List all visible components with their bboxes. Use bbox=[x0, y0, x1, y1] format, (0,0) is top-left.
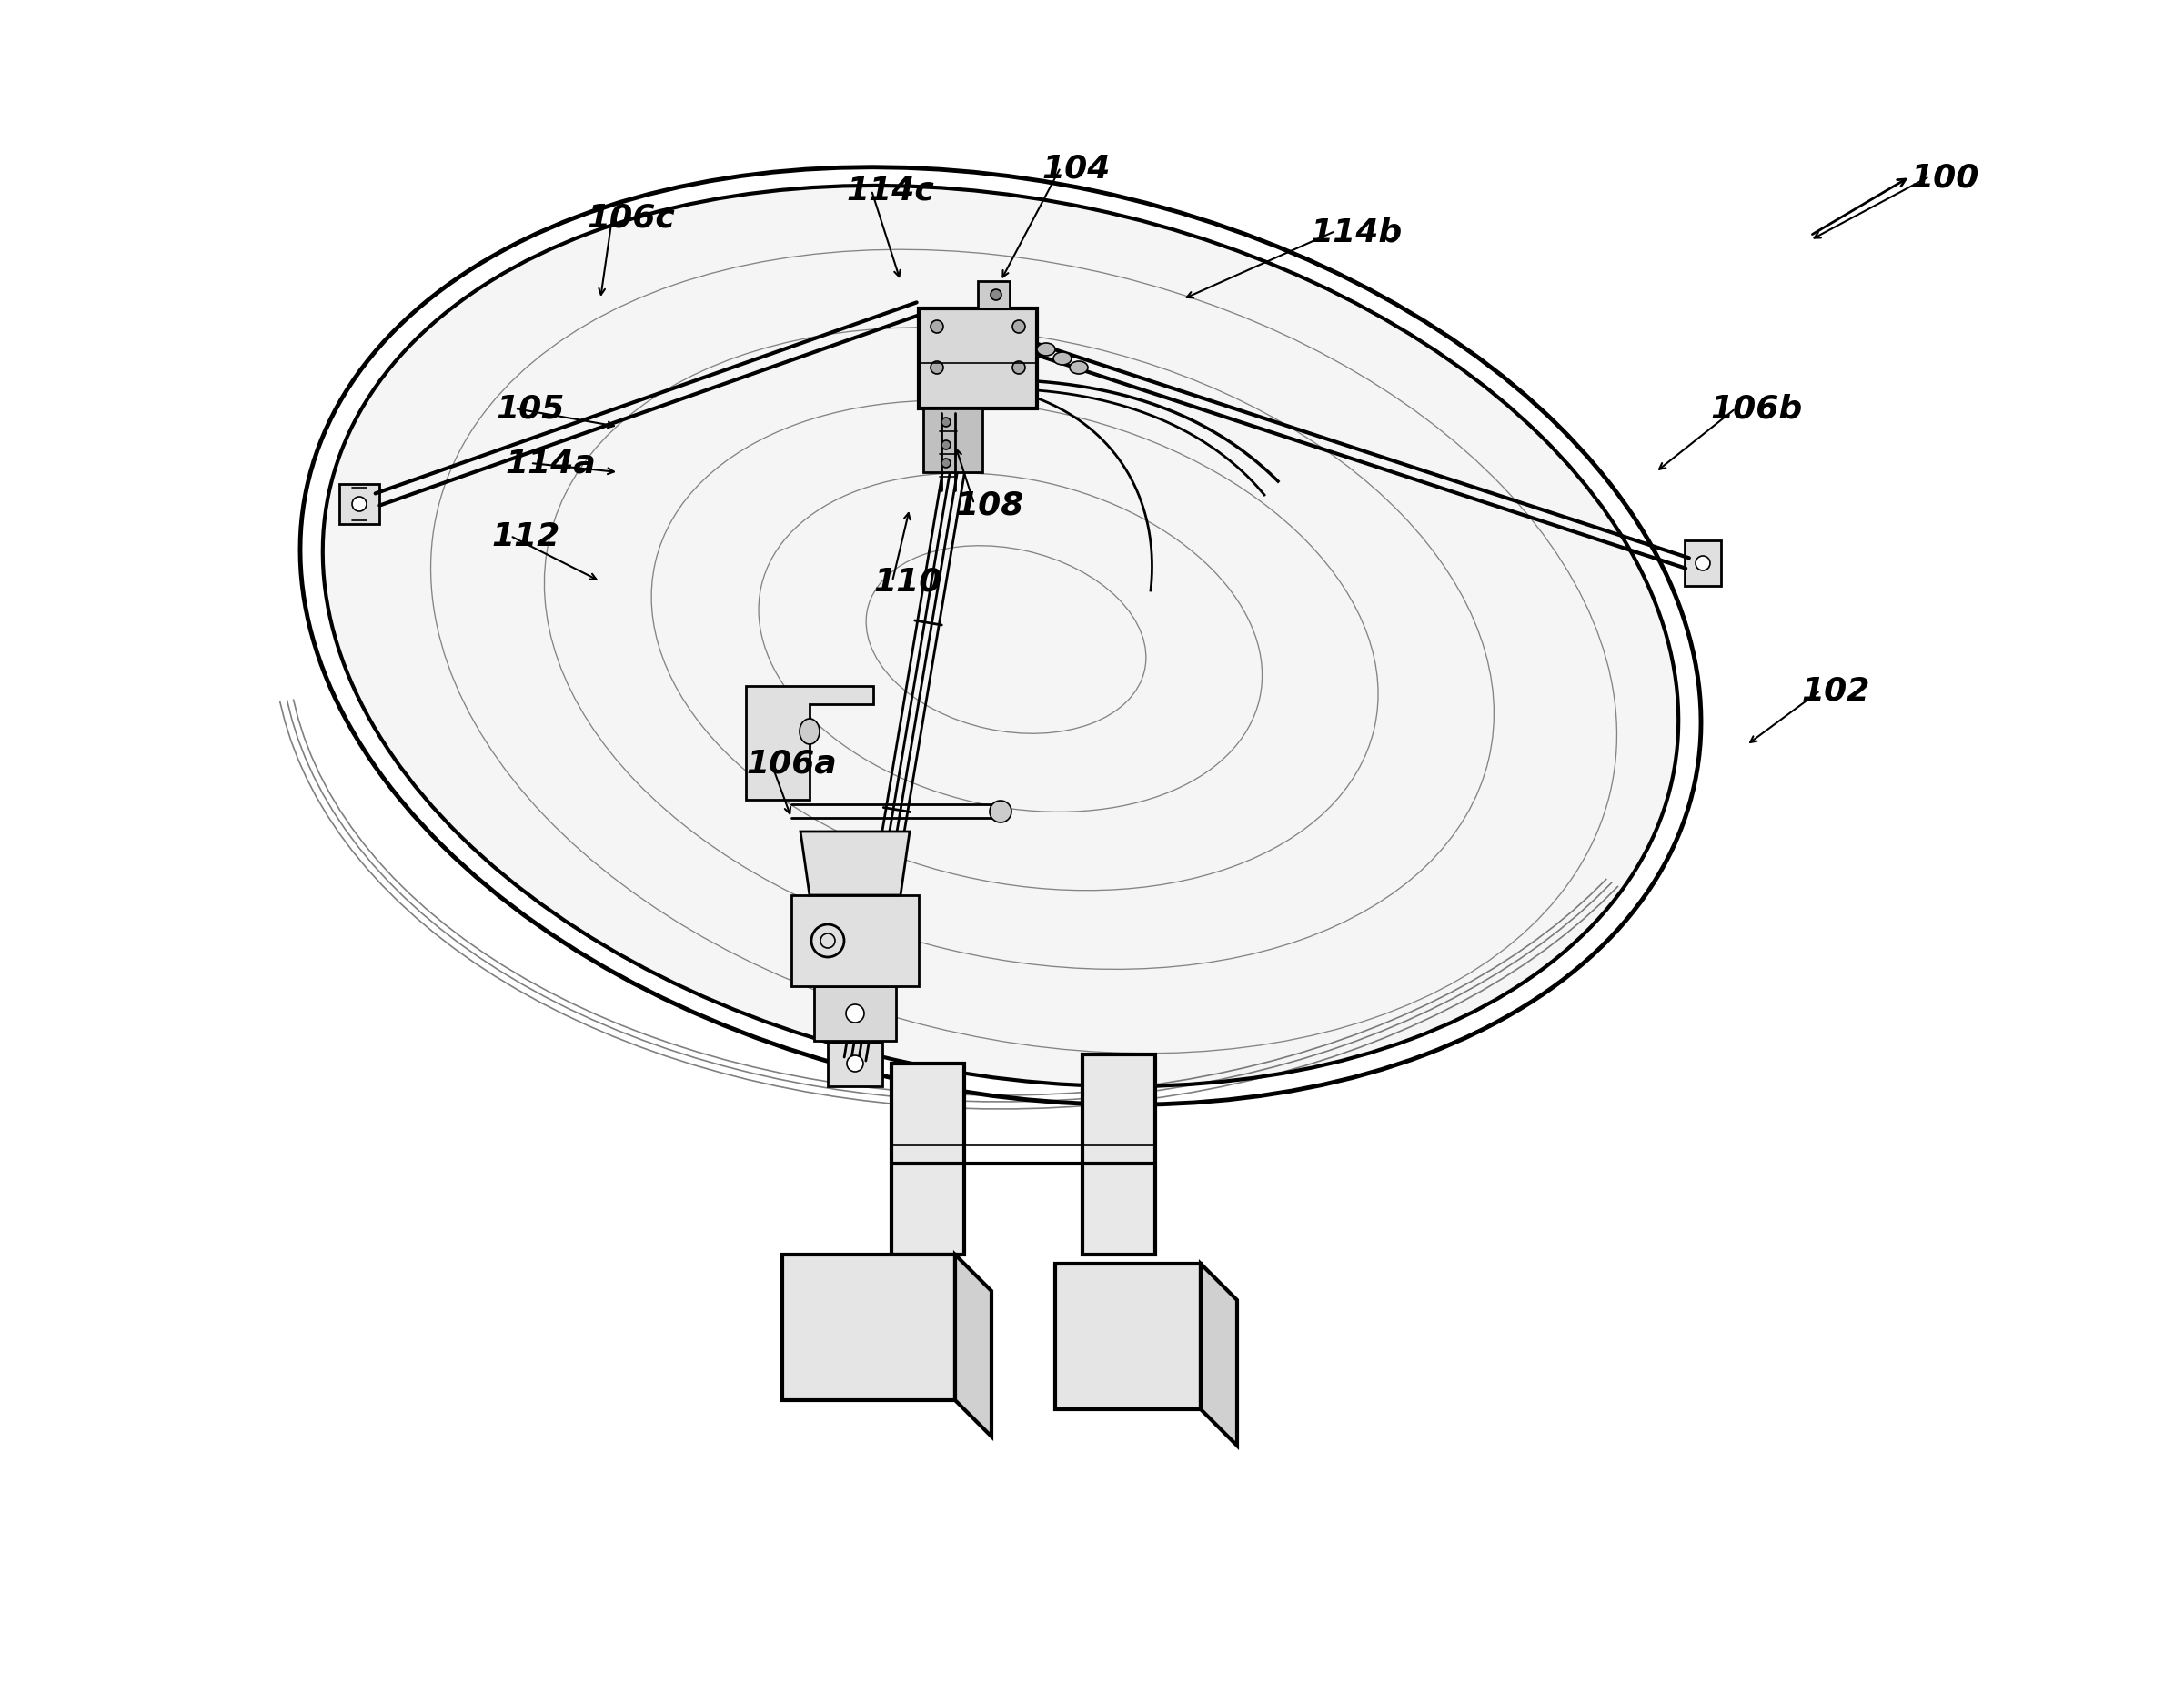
Circle shape bbox=[992, 290, 1002, 302]
Polygon shape bbox=[919, 308, 1037, 409]
Polygon shape bbox=[802, 832, 909, 896]
Polygon shape bbox=[339, 484, 380, 525]
Text: 106a: 106a bbox=[747, 748, 836, 779]
Circle shape bbox=[930, 361, 943, 375]
Circle shape bbox=[1013, 320, 1024, 334]
Polygon shape bbox=[791, 896, 919, 987]
Text: 112: 112 bbox=[491, 521, 559, 552]
Text: 106b: 106b bbox=[1710, 394, 1802, 424]
Text: 114c: 114c bbox=[845, 176, 935, 206]
Text: 105: 105 bbox=[496, 394, 563, 424]
Polygon shape bbox=[1055, 1264, 1201, 1409]
Polygon shape bbox=[1083, 1055, 1155, 1254]
Circle shape bbox=[1695, 557, 1710, 571]
Text: 114a: 114a bbox=[505, 448, 596, 479]
Text: 110: 110 bbox=[874, 566, 941, 598]
Polygon shape bbox=[815, 987, 895, 1041]
Polygon shape bbox=[1201, 1264, 1236, 1445]
Text: 104: 104 bbox=[1042, 153, 1109, 184]
Polygon shape bbox=[782, 1254, 954, 1401]
Polygon shape bbox=[954, 1254, 992, 1436]
Ellipse shape bbox=[1070, 361, 1088, 375]
Circle shape bbox=[352, 498, 367, 511]
Circle shape bbox=[941, 458, 950, 469]
Polygon shape bbox=[978, 281, 1009, 308]
Circle shape bbox=[847, 1056, 863, 1072]
Circle shape bbox=[941, 417, 950, 428]
Circle shape bbox=[930, 320, 943, 334]
Circle shape bbox=[989, 801, 1011, 823]
Polygon shape bbox=[828, 1043, 882, 1087]
Text: 106c: 106c bbox=[587, 203, 675, 233]
Ellipse shape bbox=[1037, 344, 1055, 356]
Ellipse shape bbox=[323, 186, 1679, 1087]
Text: 100: 100 bbox=[1911, 162, 1979, 193]
Polygon shape bbox=[891, 1063, 963, 1254]
Polygon shape bbox=[924, 409, 983, 472]
Circle shape bbox=[941, 441, 950, 450]
Circle shape bbox=[1013, 361, 1024, 375]
Text: 114b: 114b bbox=[1310, 216, 1402, 247]
Ellipse shape bbox=[1053, 353, 1072, 366]
Circle shape bbox=[845, 1005, 865, 1022]
Ellipse shape bbox=[799, 719, 819, 745]
Polygon shape bbox=[747, 687, 874, 801]
Text: 108: 108 bbox=[954, 489, 1024, 520]
Text: 102: 102 bbox=[1802, 675, 1870, 707]
Polygon shape bbox=[1684, 542, 1721, 586]
